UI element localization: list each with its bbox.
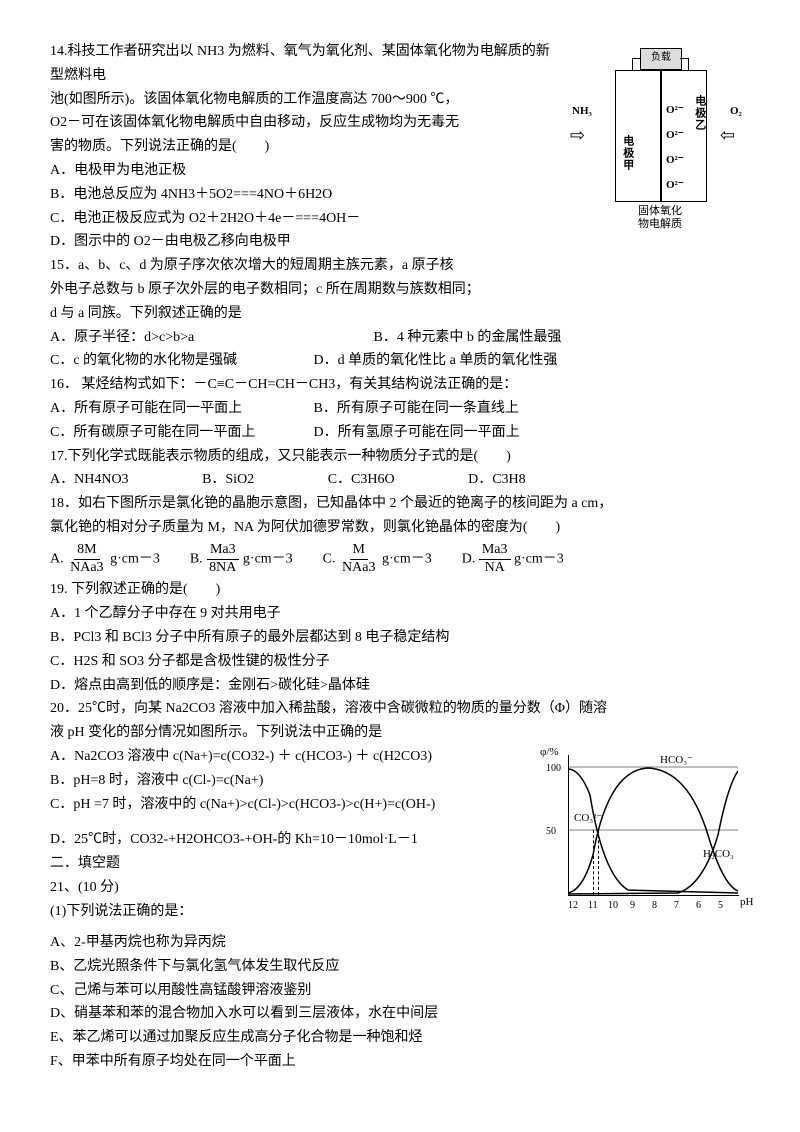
q21-option-d: D、硝基苯和苯的混合物加入水可以看到三层液体，水在中间层 [50,1002,750,1026]
load-box: 负载 [640,48,682,70]
q21-option-c: C、己烯与苯可以用酸性高锰酸钾溶液鉴别 [50,979,750,1003]
q17-option-d: D．C3H8 [468,472,526,487]
q18-stem: 18．如右下图所示是氯化铯的晶胞示意图，已知晶体中 2 个最近的铯离子的核间距为… [50,492,750,516]
fuel-cell-diagram: 负载 O²⁻ O²⁻ O²⁻ O²⁻ NH₃ ⇨ O₂ ⇦ 电极甲 电极乙 固体… [560,40,750,240]
co32-label: CO₃²⁻ [574,809,602,828]
q15-stem: 15．a、b、c、d 为原子序次依次增大的短周期主族元素，a 原子核 [50,254,750,278]
q17-option-b: B．SiO2 [202,472,254,487]
q21-option-f: F、甲苯中所有原子均处在同一个平面上 [50,1050,750,1074]
q21-option-e: E、苯乙烯可以通过加聚反应生成高分子化合物是一种饱和烃 [50,1026,750,1050]
q16-option-a: A．所有原子可能在同一平面上 [50,397,310,421]
q18-options: A. 8MNAa3 g·cm－3 B. Ma38NA g·cm－3 C. MNA… [50,542,750,577]
q17-stem: 17.下列化学式既能表示物质的组成，又只能表示一种物质分子式的是( ) [50,445,750,469]
ph-fraction-chart: φ/% 100 50 12 11 10 9 8 7 6 5 pH HCO₃⁻ C… [540,745,750,925]
q19-option-c: C．H2S 和 SO3 分子都是含极性键的极性分子 [50,650,750,674]
q15-option-b: B．4 种元素中 b 的金属性最强 [374,330,562,345]
electrolyte-label: 固体氧化物电解质 [620,205,700,231]
electrode-right-label: 电极乙 [690,95,709,131]
q17-option-c: C．C3H6O [328,472,395,487]
q16-option-d: D．所有氢原子可能在同一平面上 [314,425,520,440]
q21-option-a: A、2-甲基丙烷也称为异丙烷 [50,931,750,955]
electrode-left-label: 电极甲 [618,135,637,171]
arrow-left-icon: ⇦ [720,120,735,151]
o2-label: O₂ [730,102,742,121]
q19-option-b: B．PCl3 和 BCl3 分子中所有原子的最外层都达到 8 电子稳定结构 [50,626,750,650]
hco3-label: HCO₃⁻ [660,751,693,770]
q19-option-d: D．熔点由高到低的顺序是：金刚石>碳化硅>晶体硅 [50,674,750,698]
q19-option-a: A．1 个乙醇分子中存在 9 对共用电子 [50,602,750,626]
h2co3-label: H₂CO₃ [703,845,734,864]
q16-option-c: C．所有碳原子可能在同一平面上 [50,421,310,445]
q16-stem: 16． 某烃结构式如下：－C≡C－CH=CH－CH3，有关其结构说法正确的是： [50,373,750,397]
q16-option-b: B．所有原子可能在同一条直线上 [314,401,519,416]
arrow-right-icon: ⇨ [570,120,585,151]
q21-option-b: B、乙烷光照条件下与氯化氢气体发生取代反应 [50,955,750,979]
nh3-label: NH₃ [572,102,592,121]
q15-option-a: A．原子半径：d>c>b>a [50,326,370,350]
q20-stem: 20．25℃时，向某 Na2CO3 溶液中加入稀盐酸，溶液中含碳微粒的物质的量分… [50,697,750,721]
q15-option-d: D．d 单质的氧化性比 a 单质的氧化性强 [314,353,558,368]
q19-stem: 19. 下列叙述正确的是( ) [50,578,750,602]
q17-option-a: A．NH4NO3 [50,472,129,487]
q15-option-c: C．c 的氧化物的水化物是强碱 [50,349,310,373]
